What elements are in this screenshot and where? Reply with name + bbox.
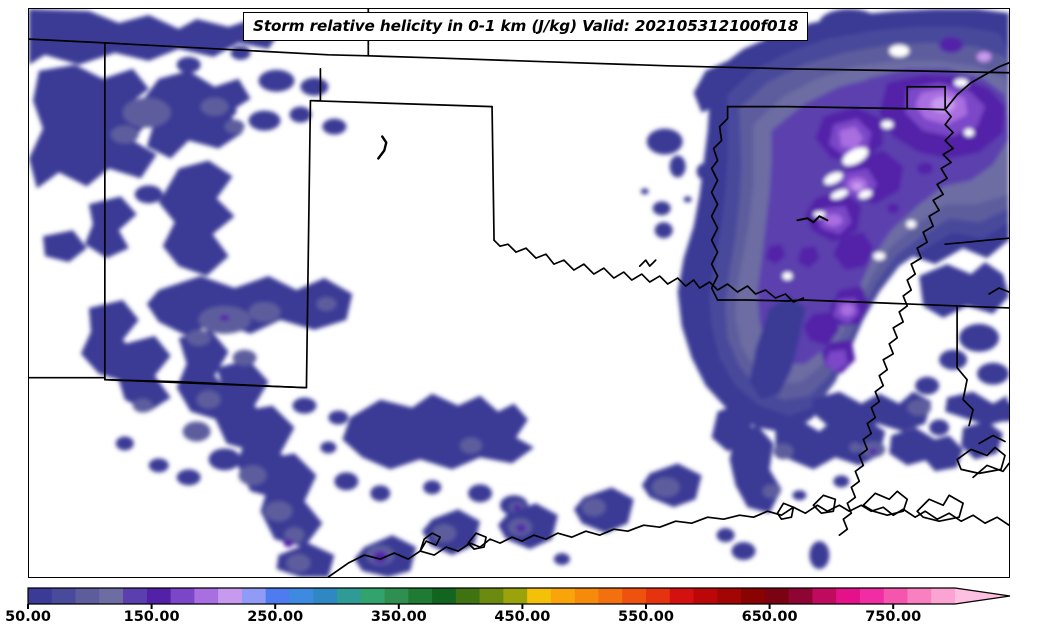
colorbar-cell: [384, 588, 409, 604]
colorbar-tick-label: 750.00: [865, 609, 922, 625]
colorbar-tick-label: 550.00: [618, 609, 674, 625]
lake-pontchartrain: [956, 446, 1006, 475]
coastline-delta-1: [776, 502, 795, 521]
colorbar-cell: [265, 588, 291, 604]
colorbar-cell: [693, 588, 718, 604]
colorbar-cell: [669, 588, 695, 604]
contour-band-central-texas-peak: [513, 504, 521, 511]
colorbar-tick-label: 350.00: [370, 609, 427, 625]
border-arkansas-north: [726, 105, 946, 111]
coastline-bay-galveston: [467, 532, 487, 550]
border-tennessee: [944, 237, 1009, 246]
colorbar-cell: [836, 588, 861, 604]
colorbar-cell: [550, 588, 576, 604]
colorbar-cell: [360, 588, 386, 604]
river-arkansas-small: [796, 215, 829, 224]
colorbar-cell: [218, 588, 243, 604]
colorbar-cell: [812, 588, 837, 604]
colorbar-ticks: [27, 604, 895, 609]
colorbar-extend-arrow: [955, 588, 1010, 604]
map-title-text: Storm relative helicity in 0-1 km (J/kg)…: [253, 17, 799, 35]
border-newmexico-south: [103, 378, 308, 389]
coastline-delta-3: [862, 490, 909, 517]
colorbar-cell: [123, 588, 148, 604]
border-kansas-south: [367, 54, 1009, 74]
contour-band-arkansas-peak: [852, 51, 992, 191]
map-canvas: [29, 9, 1009, 577]
contour-holes: [782, 44, 975, 281]
contour-band-central-texas: [320, 393, 534, 516]
contour-band-gulf-core: [286, 399, 932, 573]
colorbar-canvas: [27, 587, 1011, 609]
lake-maurepas: [978, 434, 1006, 445]
colorbar-cell: [337, 588, 362, 604]
contour-band-newmexico-peak: [219, 314, 294, 548]
colorbar-cell: [907, 588, 932, 604]
colorbar-cell: [741, 588, 766, 604]
colorbar-tick-label: 250.00: [247, 609, 304, 625]
colorbar-tick-labels: 50.00 150.00 250.00 350.00 450.00 550.00 650.0…: [0, 609, 1037, 633]
colorbar-tick-label: 50.00: [5, 609, 51, 625]
river-small-2: [988, 287, 1009, 295]
colorbar-cell: [408, 588, 433, 604]
colorbar-cell: [289, 588, 314, 604]
colorbar-cell: [527, 588, 552, 604]
colorbar-cell: [479, 588, 504, 604]
colorbar-cell: [75, 588, 100, 604]
colorbar-cell: [194, 588, 219, 604]
colorbar-cell: [146, 588, 172, 604]
colorbar-cell: [788, 588, 813, 604]
colorbar-cell: [432, 588, 457, 604]
colorbar-tick-label: 650.00: [741, 609, 798, 625]
map-title-box: Storm relative helicity in 0-1 km (J/kg)…: [243, 12, 809, 41]
border-mississippi-east: [956, 305, 974, 427]
border-oklahoma-panhandle-east: [491, 105, 495, 242]
colorbar-cell: [313, 588, 338, 604]
colorbar-cell: [859, 588, 885, 604]
colorbar-cell: [883, 588, 909, 604]
river-canadian: [377, 135, 388, 160]
map-panel: [28, 8, 1010, 578]
colorbar-cell: [931, 588, 956, 604]
coastline-lake-pontchartrain: [972, 462, 1009, 479]
contour-band-newmexico-core: [110, 97, 337, 544]
coastline-gulf: [327, 504, 1009, 577]
colorbar-cell: [574, 588, 600, 604]
colorbar-cell: [646, 588, 671, 604]
coastline-bay-matagorda: [419, 532, 442, 552]
coastline-delta-4: [916, 494, 964, 523]
colorbar-cell: [51, 588, 77, 604]
colorbar-cell: [170, 588, 195, 604]
colorbar-cell: [622, 588, 647, 604]
contour-band-oklahoma-cells: [640, 128, 711, 239]
colorbar-cell: [717, 588, 742, 604]
border-missouri-notch: [906, 85, 946, 111]
colorbar-cell: [598, 588, 623, 604]
border-missouri-bootheel: [944, 61, 1009, 111]
contour-field: [29, 9, 1009, 577]
border-red-river: [493, 239, 805, 303]
colorbar-tick-label: 450.00: [494, 609, 551, 625]
colorbar-cells: [27, 587, 1011, 605]
river-mississippi: [838, 108, 954, 536]
colorbar-tick-label: 150.00: [123, 609, 180, 625]
colorbar-cell: [241, 588, 267, 604]
colorbar-cell: [28, 588, 53, 604]
colorbar-cell: [455, 588, 481, 604]
colorbar-cell: [503, 588, 528, 604]
colorbar: 50.00 150.00 250.00 350.00 450.00 550.00 650.0…: [0, 583, 1037, 633]
border-oklahoma-panhandle-north: [309, 99, 493, 108]
border-arkansas-west: [710, 105, 729, 301]
border-newmexico-east: [103, 42, 322, 389]
river-small-1: [638, 259, 657, 267]
colorbar-cell: [99, 588, 124, 604]
coastline-delta-2: [812, 494, 837, 515]
geography-layer: [29, 9, 1009, 577]
contour-band-gulf-peak: [373, 448, 878, 564]
border-arkansas-south: [716, 299, 805, 302]
colorbar-outline: [27, 587, 1011, 605]
colorbar-cell: [764, 588, 790, 604]
border-louisiana-north: [802, 299, 1009, 309]
